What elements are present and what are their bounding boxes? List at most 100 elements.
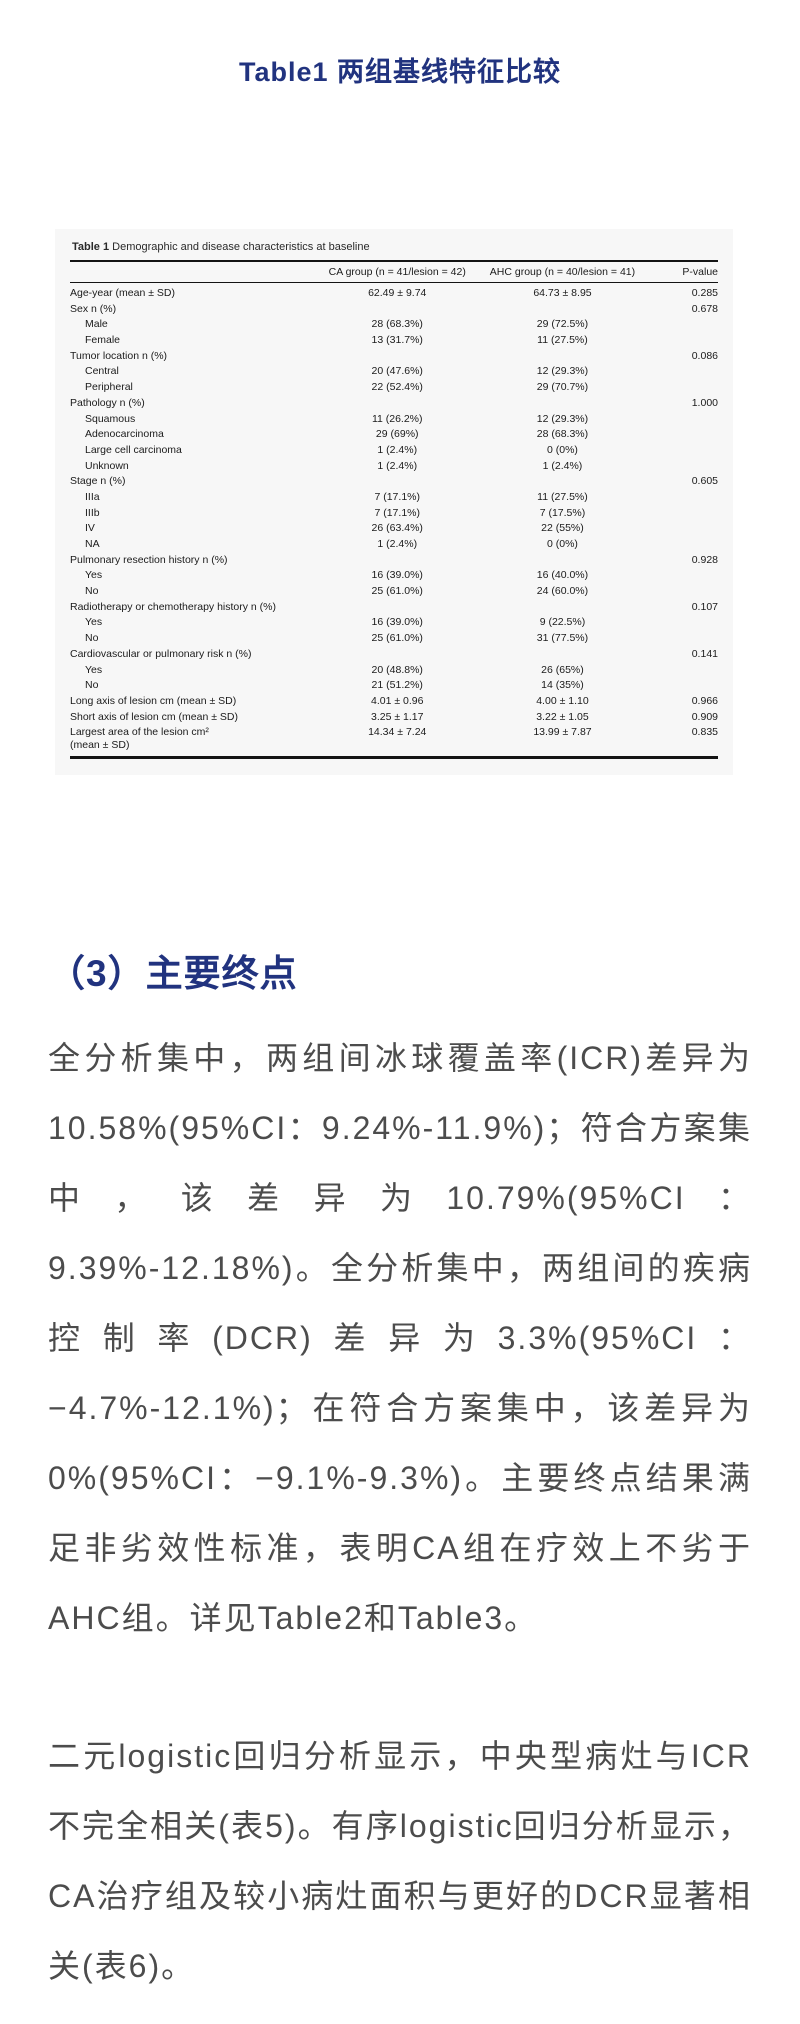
table-row: Unknown 1 (2.4%) 1 (2.4%) — [70, 458, 718, 474]
table-row: Stage n (%) 0.605 — [70, 474, 718, 490]
ca-value — [316, 646, 478, 662]
row-label: Short axis of lesion cm (mean ± SD) — [70, 710, 238, 723]
p-value — [647, 521, 718, 537]
ahc-value: 29 (72.5%) — [536, 318, 589, 331]
ahc-value: 13.99 ± 7.87 — [533, 726, 592, 739]
ca-value — [316, 348, 478, 364]
table-caption-text: Demographic and disease characteristics … — [112, 241, 370, 253]
table-row: IV 26 (63.4%) 22 (55%) — [70, 521, 718, 537]
ca-value — [316, 301, 478, 317]
ca-value: 3.25 ± 1.17 — [370, 710, 424, 723]
header-row: CA group (n = 41/lesion = 42) AHC group … — [70, 260, 718, 283]
table-row: Short axis of lesion cm (mean ± SD) 3.25 … — [70, 709, 718, 725]
p-value — [647, 615, 718, 631]
ca-value — [316, 395, 478, 411]
ca-value: 16 (39.0%) — [371, 569, 423, 582]
row-label: Sex n (%) — [70, 302, 117, 315]
row-label: Central — [85, 365, 119, 378]
row-label: Radiotherapy or chemotherapy history n (… — [70, 600, 277, 613]
row-label: Male — [85, 318, 108, 331]
p-value — [647, 662, 718, 678]
row-label: Cardiovascular or pulmonary risk n (%) — [70, 647, 252, 660]
table-row: Central 20 (47.6%) 12 (29.3%) — [70, 364, 718, 380]
baseline-table-header: CA group (n = 41/lesion = 42) AHC group … — [70, 260, 718, 283]
table-row: Adenocarcinoma 29 (69%) 28 (68.3%) — [70, 427, 718, 443]
table-row: Tumor location n (%) 0.086 — [70, 348, 718, 364]
ahc-value: 64.73 ± 8.95 — [533, 287, 592, 299]
ca-value: 62.49 ± 9.74 — [368, 287, 427, 299]
ahc-value — [478, 301, 646, 317]
p-value — [647, 364, 718, 380]
baseline-table-figure: Table 1 Demographic and disease characte… — [55, 229, 733, 776]
table-row: Largest area of the lesion cm² (mean ± S… — [70, 725, 718, 756]
p-value — [647, 583, 718, 599]
table-row: Squamous 11 (26.2%) 12 (29.3%) — [70, 411, 718, 427]
table-row: Yes 20 (48.8%) 26 (65%) — [70, 662, 718, 678]
ca-value: 20 (48.8%) — [371, 663, 423, 676]
ca-value: 14.34 ± 7.24 — [368, 726, 427, 739]
table-row: Long axis of lesion cm (mean ± SD) 4.01 ±… — [70, 693, 718, 709]
row-label: Age-year (mean ± SD) — [70, 287, 175, 299]
p-value: 0.835 — [691, 726, 718, 739]
ahc-value: 3.22 ± 1.05 — [536, 710, 589, 723]
p-value — [647, 380, 718, 396]
p-value — [647, 631, 718, 647]
table-caption: Table 1 Demographic and disease characte… — [72, 241, 716, 253]
paragraph-logistic-regression: 二元logistic回归分析显示，中央型病灶与ICR不完全相关(表5)。有序lo… — [48, 1738, 752, 1985]
ca-value — [316, 552, 478, 568]
table-row: Age-year (mean ± SD) 62.49 ± 9.74 64.73 ± … — [70, 283, 718, 302]
p-value — [647, 489, 718, 505]
ahc-value: 26 (65%) — [541, 663, 584, 676]
ca-value: 4.01 ± 0.96 — [370, 694, 424, 707]
p-value: 0.107 — [691, 600, 718, 613]
header-p-value: P-value — [646, 260, 718, 283]
header-ca-group: CA group (n = 41/lesion = 42) — [316, 260, 479, 283]
p-value: 0.285 — [691, 287, 718, 299]
ca-value: 25 (61.0%) — [371, 632, 423, 645]
ahc-value: 16 (40.0%) — [536, 569, 589, 582]
p-value — [647, 427, 718, 443]
row-label: Female — [85, 334, 121, 347]
ahc-value: 0 (0%) — [547, 538, 578, 550]
paragraph-primary-endpoint: 全分析集中，两组间冰球覆盖率(ICR)差异为10.58%(95%CI：9.24%… — [48, 1040, 752, 1637]
table-row: No 25 (61.0%) 24 (60.0%) — [70, 583, 718, 599]
row-label: Largest area of the lesion cm² (mean ± S… — [70, 726, 209, 751]
page-title: Table1 两组基线特征比较 — [238, 57, 562, 87]
row-label: IIIa — [85, 490, 100, 503]
ahc-value — [478, 646, 646, 662]
row-label: Unknown — [85, 459, 129, 472]
p-value: 0.141 — [691, 647, 718, 660]
ahc-value — [478, 395, 646, 411]
p-value: 0.909 — [691, 710, 718, 723]
row-label: No — [85, 585, 99, 598]
table-caption-label: Table 1 — [72, 241, 110, 253]
ahc-value: 11 (27.5%) — [537, 490, 588, 503]
ahc-value: 12 (29.3%) — [536, 412, 589, 425]
row-label: IV — [85, 522, 95, 535]
ahc-value — [478, 348, 646, 364]
ca-value: 26 (63.4%) — [371, 522, 423, 535]
row-label: Yes — [85, 569, 103, 582]
table-row: IIIb 7 (17.1%) 7 (17.5%) — [70, 505, 718, 521]
p-value — [647, 505, 718, 521]
p-value — [647, 536, 718, 552]
row-label: Pulmonary resection history n (%) — [70, 553, 228, 566]
ahc-value: 9 (22.5%) — [539, 616, 586, 629]
ahc-value: 1 (2.4%) — [542, 459, 583, 472]
p-value — [647, 332, 718, 348]
p-value: 0.678 — [691, 302, 718, 315]
p-value — [647, 458, 718, 474]
ca-value — [316, 474, 478, 490]
ca-value: 11 (26.2%) — [371, 412, 423, 425]
p-value — [647, 568, 718, 584]
table-row: Cardiovascular or pulmonary risk n (%) 0.… — [70, 646, 718, 662]
ca-value: 29 (69%) — [375, 428, 419, 441]
ca-value: 13 (31.7%) — [371, 334, 423, 347]
table-row: Male 28 (68.3%) 29 (72.5%) — [70, 317, 718, 333]
row-label: Large cell carcinoma — [85, 443, 182, 456]
ca-value: 7 (17.1%) — [374, 490, 420, 503]
row-label: No — [85, 632, 99, 645]
p-value: 1.000 — [691, 396, 718, 409]
ahc-value: 12 (29.3%) — [536, 365, 589, 378]
section-heading: （3）主要终点 — [48, 953, 298, 995]
